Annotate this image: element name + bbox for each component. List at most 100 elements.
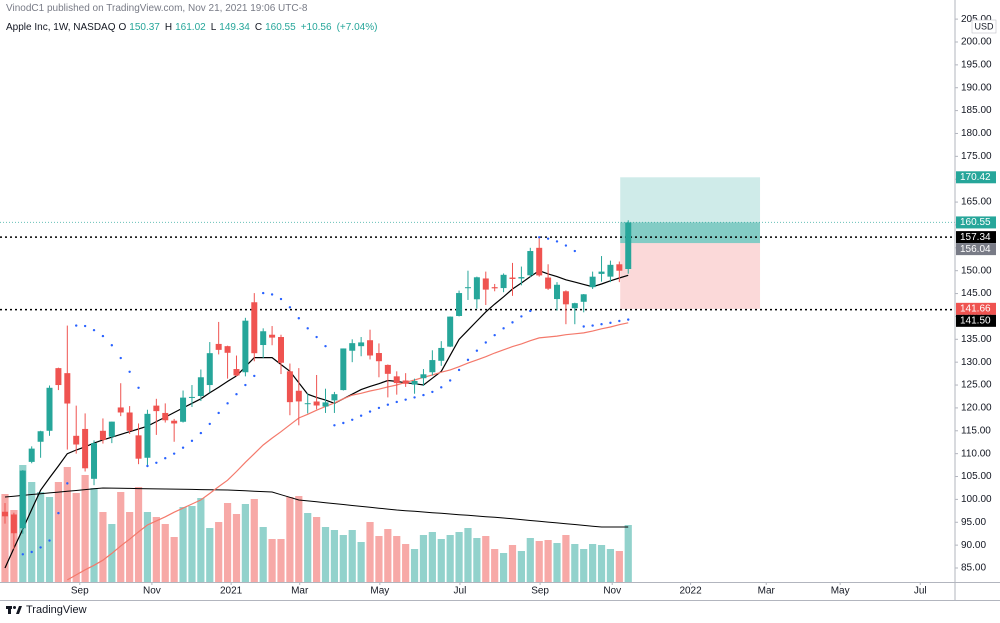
sar-dot — [315, 335, 318, 339]
sar-dot — [368, 410, 372, 413]
candle-body — [304, 403, 311, 405]
legend-label: L — [210, 22, 217, 33]
candle-body — [313, 401, 320, 406]
candle-body — [188, 396, 195, 398]
volume-bar — [624, 525, 632, 582]
price-label: 156.04 — [960, 244, 991, 255]
y-tick-label: 95.00 — [961, 517, 986, 528]
volume-bar — [473, 538, 481, 582]
sar-dot — [208, 422, 211, 426]
sar-dot — [395, 400, 398, 404]
volume-bar — [526, 538, 534, 582]
candle-body — [340, 348, 347, 391]
volume-bar — [393, 536, 401, 582]
symbol-title: Apple Inc, 1W, NASDAQ — [6, 22, 116, 33]
sar-dot — [217, 411, 220, 415]
sar-dot — [538, 236, 541, 239]
legend-value: 161.02 — [175, 22, 206, 33]
y-tick-label: 165.00 — [961, 197, 992, 208]
y-tick-label: 185.00 — [961, 105, 992, 116]
logo-part — [16, 606, 22, 614]
price-label-box — [956, 243, 996, 256]
candle-body — [251, 302, 258, 354]
sar-dot — [448, 379, 452, 382]
candle-body — [224, 346, 231, 353]
volume-bar — [499, 553, 508, 582]
volume-bar — [134, 487, 143, 582]
moving-average-line — [67, 322, 629, 581]
candle-body — [19, 470, 26, 529]
x-tick-label: Sep — [71, 586, 89, 597]
legend-label: H — [164, 22, 173, 33]
volume-bar — [330, 530, 339, 582]
candle-body — [73, 435, 80, 445]
sar-dot — [618, 319, 621, 323]
x-tick-label: Jul — [914, 586, 927, 597]
sar-dot — [128, 370, 131, 373]
candle-body — [509, 277, 516, 279]
sar-dot — [609, 321, 612, 325]
candle-body — [331, 394, 338, 401]
candle-body — [616, 264, 623, 271]
volume-bar — [295, 496, 303, 582]
volume-bar — [375, 536, 383, 582]
sar-dot — [351, 418, 354, 422]
sar-dot — [226, 402, 229, 405]
sar-dot — [190, 439, 194, 443]
candle-body — [482, 278, 489, 290]
footer-text: TradingView — [26, 604, 87, 616]
candle-body — [197, 377, 204, 397]
legend-label: O — [118, 22, 127, 33]
y-tick-label: 175.00 — [961, 151, 992, 162]
candle-body — [135, 435, 142, 459]
volume-bar — [357, 542, 365, 582]
sar-dot — [440, 386, 443, 389]
volume-bar — [81, 475, 89, 582]
volume-bar — [1, 494, 9, 582]
y-tick-label: 90.00 — [961, 540, 986, 551]
price-label: 170.42 — [960, 172, 991, 183]
x-tick-label: Nov — [143, 586, 161, 597]
sar-dot — [484, 341, 487, 344]
volume-bar — [321, 527, 330, 582]
candle-body — [589, 276, 596, 288]
candle-body — [358, 342, 365, 347]
sar-dot — [172, 452, 176, 455]
sar-dot — [146, 464, 149, 468]
legend-change: +10.56 — [300, 22, 332, 33]
candle-body — [384, 364, 391, 374]
volume-bar — [90, 488, 98, 582]
sar-dot — [181, 446, 185, 449]
sar-dot — [520, 315, 523, 318]
logo-part — [8, 609, 11, 614]
sar-dot — [253, 374, 256, 378]
candle-body — [473, 277, 480, 300]
candle-body — [269, 334, 276, 338]
sar-dot — [627, 318, 630, 321]
volume-bar — [179, 507, 187, 582]
y-tick-label: 195.00 — [961, 60, 992, 71]
candle-body — [464, 287, 471, 289]
sar-dot — [235, 392, 238, 396]
volume-bar — [28, 482, 36, 582]
legend-label: C — [254, 22, 263, 33]
candle-body — [82, 428, 89, 469]
volume-bar — [615, 551, 623, 582]
volume-bar — [366, 522, 374, 582]
currency-label: USD — [974, 21, 994, 31]
sar-dot — [457, 368, 461, 372]
candle-body — [500, 274, 507, 289]
sar-dot — [57, 511, 60, 515]
candle-body — [144, 413, 151, 458]
candle-body — [518, 277, 525, 279]
y-tick-label: 190.00 — [961, 82, 992, 93]
sar-dot — [66, 482, 69, 485]
candle-body — [295, 390, 302, 402]
candle-body — [91, 443, 98, 479]
y-axis-area — [955, 0, 1000, 582]
sar-dot — [466, 358, 470, 362]
candle-body — [527, 251, 534, 276]
